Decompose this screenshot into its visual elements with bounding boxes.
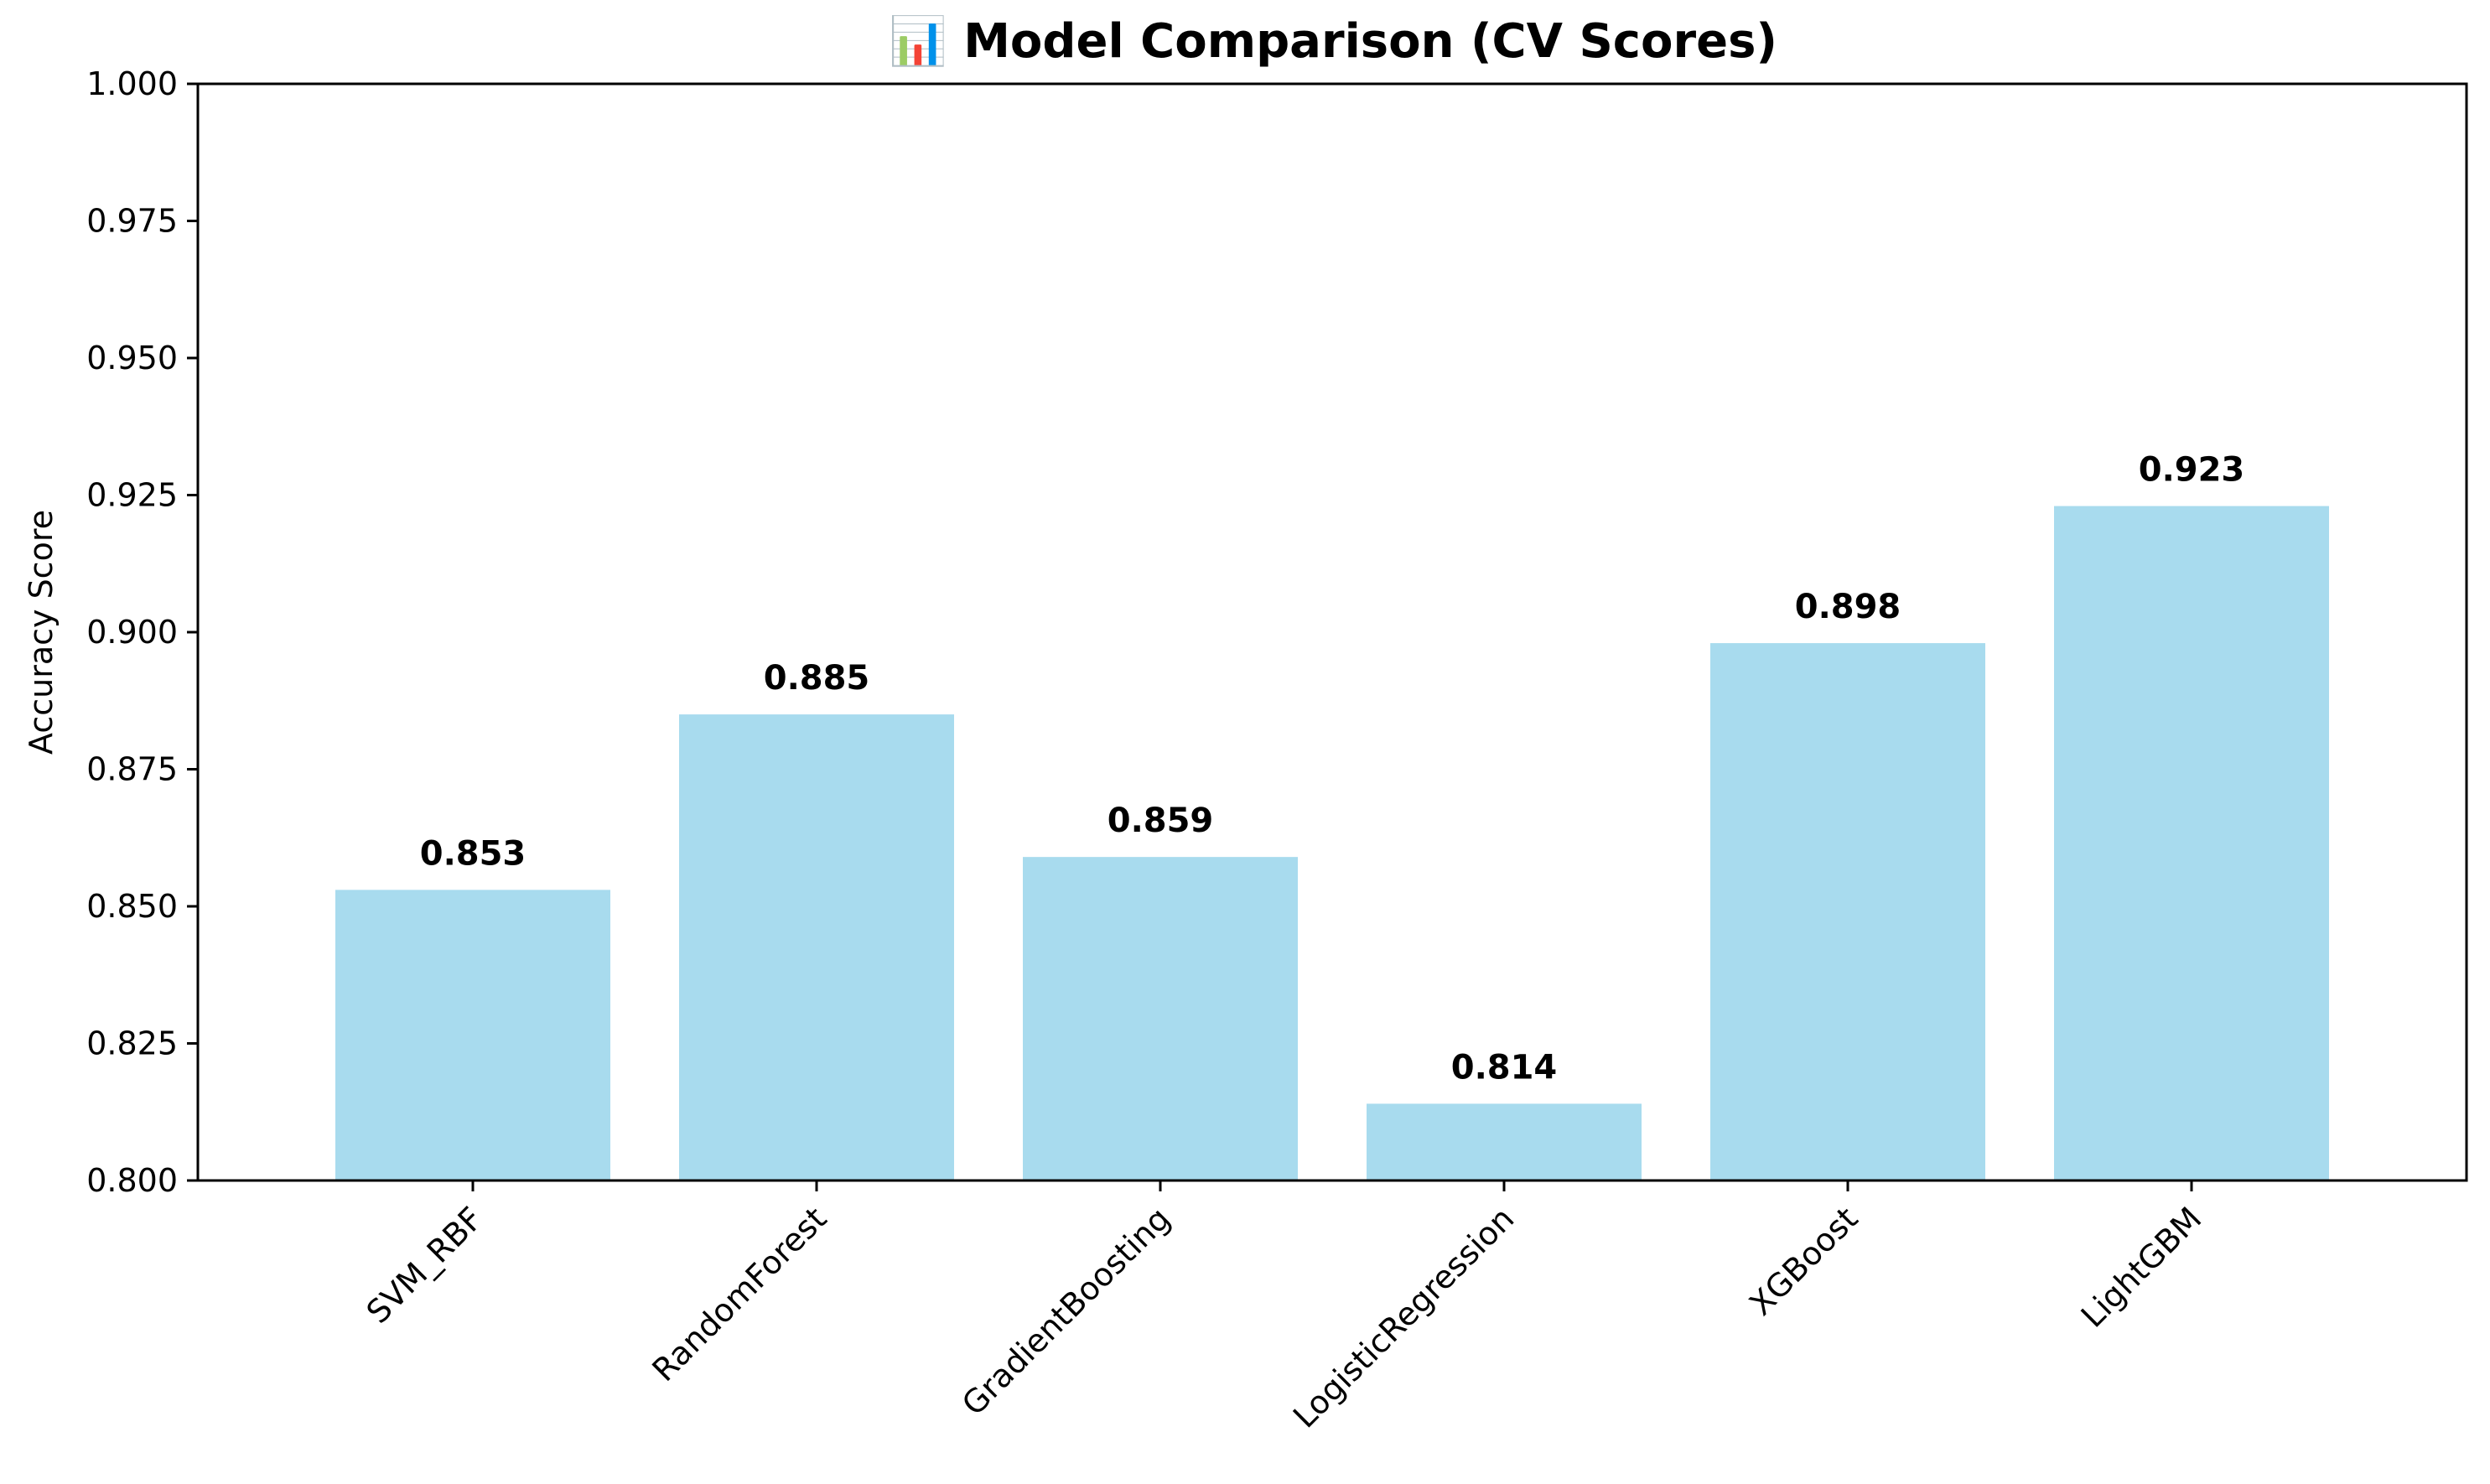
data-labels-group: 0.853 0.885 0.859 0.814 0.898 0.923	[420, 451, 2245, 1087]
y-axis: 0.800 0.825 0.850 0.875 0.900 0.925 0.950 0.975…	[86, 65, 198, 1199]
data-label-RandomForest: 0.885	[764, 659, 870, 698]
y-tick-label: 0.900	[86, 614, 178, 651]
data-label-SVM_RBF: 0.853	[420, 834, 527, 873]
bar-LightGBM	[2054, 506, 2329, 1180]
x-tick-label-XGBoost: XGBoost	[1742, 1200, 1865, 1322]
bar-GradientBoosting	[1023, 857, 1298, 1180]
y-tick-label: 0.850	[86, 888, 178, 925]
data-label-LightGBM: 0.923	[2139, 451, 2245, 490]
plot-frame	[196, 82, 2468, 1182]
x-tick-label-LogisticRegression: LogisticRegression	[1286, 1200, 1521, 1435]
y-tick-label: 0.875	[86, 751, 178, 788]
x-tick-label-LightGBM: LightGBM	[2074, 1200, 2209, 1335]
y-tick-label: 0.975	[86, 203, 178, 240]
y-tick-label: 0.800	[86, 1162, 178, 1199]
chart-title: 📊 Model Comparison (CV Scores)	[889, 14, 1777, 69]
bar-SVM_RBF	[335, 890, 610, 1180]
x-axis: SVM_RBF RandomForest GradientBoosting Logis…	[360, 1180, 2209, 1435]
bar-RandomForest	[679, 714, 954, 1180]
data-label-LogisticRegression: 0.814	[1451, 1048, 1558, 1087]
data-label-XGBoost: 0.898	[1795, 588, 1901, 626]
y-axis-label: Accuracy Score	[23, 510, 60, 755]
bar-LogisticRegression	[1367, 1103, 1642, 1180]
x-tick-label-SVM_RBF: SVM_RBF	[360, 1200, 490, 1331]
bars-group	[335, 506, 2329, 1180]
y-tick-label: 0.825	[86, 1025, 178, 1062]
data-label-GradientBoosting: 0.859	[1108, 802, 1214, 840]
x-tick-label-RandomForest: RandomForest	[646, 1200, 834, 1388]
y-tick-label: 0.950	[86, 340, 178, 376]
bar-XGBoost	[1710, 643, 1985, 1180]
y-tick-label: 0.925	[86, 477, 178, 514]
y-tick-label: 1.000	[86, 65, 178, 102]
x-tick-label-GradientBoosting: GradientBoosting	[955, 1200, 1177, 1422]
